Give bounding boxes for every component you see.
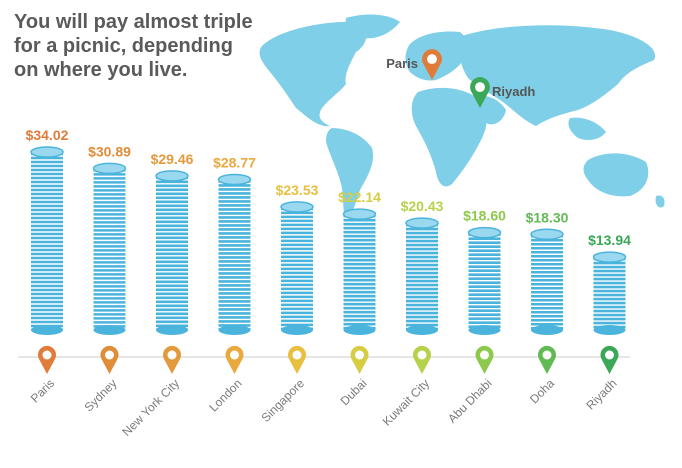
coin-stack-3 bbox=[155, 170, 189, 335]
value-label: $18.60 bbox=[463, 208, 506, 224]
location-pin-icon bbox=[163, 345, 181, 374]
value-label: $20.43 bbox=[401, 198, 444, 214]
city-label: Sydney bbox=[81, 376, 119, 414]
map-southeast-asia bbox=[568, 117, 606, 140]
coin-stack-4 bbox=[217, 173, 252, 335]
city-label: Kuwait City bbox=[380, 376, 432, 428]
coin-stack-5 bbox=[280, 201, 314, 335]
city-label: Riyadh bbox=[583, 376, 619, 412]
coin-stacks bbox=[30, 146, 627, 335]
city-label: Paris bbox=[28, 376, 57, 405]
value-label: $23.53 bbox=[276, 182, 319, 198]
world-map bbox=[259, 14, 665, 222]
location-pin-icon bbox=[288, 345, 307, 374]
map-marker-label: Paris bbox=[386, 56, 418, 71]
city-labels: Paris Sydney New York City London Singapore D… bbox=[28, 376, 620, 439]
value-label: $13.94 bbox=[588, 232, 631, 248]
city-label: Dubai bbox=[338, 376, 370, 408]
map-north-america bbox=[259, 21, 367, 127]
city-label: Abu Dhabi bbox=[445, 376, 495, 426]
map-arabia bbox=[475, 95, 506, 125]
map-new-zealand bbox=[655, 195, 665, 208]
location-pin-icon bbox=[475, 345, 494, 374]
location-pin-icon bbox=[413, 345, 431, 374]
value-label: $34.02 bbox=[26, 127, 69, 143]
coin-stack-1 bbox=[30, 146, 64, 335]
value-label: $30.89 bbox=[88, 143, 131, 159]
coin-stack-2 bbox=[92, 162, 127, 335]
city-pins bbox=[38, 345, 619, 374]
map-pin-icon bbox=[470, 77, 490, 108]
coin-stack-10 bbox=[592, 251, 627, 335]
map-markers: Paris Riyadh bbox=[386, 49, 535, 108]
headline-line-2: for a picnic, depending bbox=[14, 35, 233, 57]
headline: You will pay almost triple for a picnic,… bbox=[14, 10, 314, 82]
map-marker-label: Riyadh bbox=[492, 84, 535, 99]
location-pin-icon bbox=[38, 345, 57, 374]
map-asia bbox=[459, 25, 656, 127]
coin-stack-6 bbox=[342, 208, 377, 335]
city-label: Doha bbox=[527, 376, 557, 406]
coin-stack-9 bbox=[530, 228, 564, 335]
value-label: $28.77 bbox=[213, 154, 256, 170]
map-greenland bbox=[345, 14, 400, 39]
location-pin-icon bbox=[100, 345, 119, 374]
city-label: London bbox=[206, 376, 244, 414]
value-label: $18.30 bbox=[526, 209, 569, 225]
city-label: Singapore bbox=[259, 376, 308, 425]
headline-line-1: You will pay almost triple bbox=[14, 11, 253, 33]
value-label: $29.46 bbox=[151, 151, 194, 167]
map-africa bbox=[411, 87, 487, 187]
city-label: New York City bbox=[119, 376, 182, 439]
value-label: $22.14 bbox=[338, 189, 381, 205]
map-pin-icon bbox=[422, 49, 442, 80]
map-south-america bbox=[326, 128, 374, 222]
value-labels: $34.02 $30.89 $29.46 $28.77 $23.53 $22.14 $20.… bbox=[26, 127, 632, 248]
headline-line-3: on where you live. bbox=[14, 59, 188, 81]
coin-stack-7 bbox=[405, 217, 439, 335]
location-pin-icon bbox=[225, 345, 244, 374]
map-australia bbox=[583, 153, 649, 197]
location-pin-icon bbox=[600, 345, 619, 374]
coin-stack-8 bbox=[467, 226, 502, 335]
location-pin-icon bbox=[350, 345, 369, 374]
location-pin-icon bbox=[538, 345, 556, 374]
